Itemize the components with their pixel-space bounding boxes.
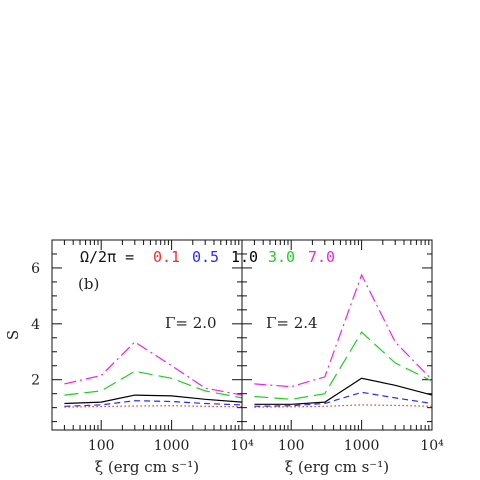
gamma-annotation: Γ= 2.0	[165, 314, 217, 332]
panel-2: 100 1000 10⁴ ξ (erg cm s⁻¹) Γ= 2.4	[241, 239, 444, 476]
x-tick-label: 10⁴	[230, 438, 254, 454]
gamma-annotation: Γ= 2.4	[266, 314, 318, 332]
x-tick-label: 1000	[344, 438, 380, 454]
series-line-7-0	[64, 341, 243, 396]
series-line-0-5	[254, 391, 433, 407]
y-axis-label: S	[4, 330, 22, 340]
y-tick-label: 2	[31, 373, 40, 389]
x-axis-label: ξ (erg cm s⁻¹)	[285, 458, 389, 476]
series-line-0-1	[254, 404, 433, 408]
series-line-0-5	[64, 400, 243, 407]
panel-1: 100 1000 10⁴ 2 4 6 ξ (erg cm s⁻¹) S Γ= 2.0 (b)	[4, 239, 254, 476]
legend-entry-0-5: 0.5	[192, 248, 219, 266]
y-tick-label: 4	[31, 317, 40, 333]
series-line-3-0	[254, 331, 433, 400]
y-tick-label: 6	[31, 261, 40, 277]
x-tick-label: 100	[88, 438, 115, 454]
x-axis-label: ξ (erg cm s⁻¹)	[95, 458, 199, 476]
panel-label: (b)	[78, 275, 99, 293]
legend-entry-1-0: 1.0	[231, 248, 258, 266]
series-line-1-0	[254, 377, 433, 405]
series-line-1-0	[64, 394, 243, 405]
plot-frame	[241, 239, 433, 431]
legend-entry-3-0: 3.0	[268, 248, 295, 266]
series-line-3-0	[64, 370, 243, 399]
x-tick-label: 1000	[154, 438, 190, 454]
x-tick-label: 10⁴	[420, 438, 444, 454]
x-tick-label: 100	[278, 438, 305, 454]
series-line-0-1	[64, 405, 243, 408]
legend-entry-7-0: 7.0	[308, 248, 335, 266]
legend-prefix: Ω/2π =	[80, 248, 134, 266]
legend: Ω/2π = 0.1 0.5 1.0 3.0 7.0	[80, 248, 335, 266]
series-line-7-0	[254, 273, 433, 388]
legend-entry-0-1: 0.1	[153, 248, 180, 266]
